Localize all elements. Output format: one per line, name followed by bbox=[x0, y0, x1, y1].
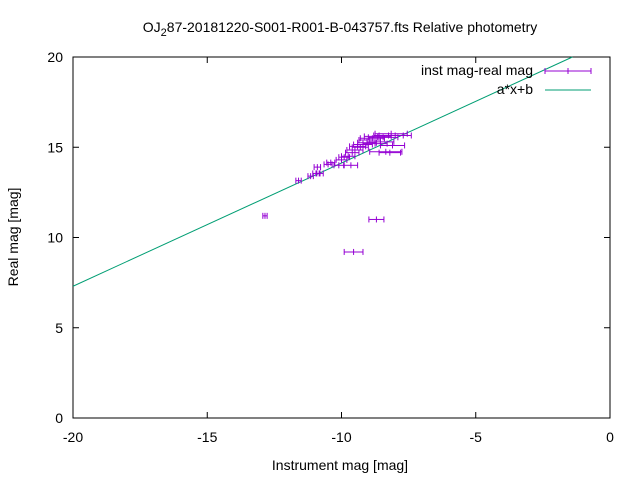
data-point bbox=[378, 149, 402, 156]
y-tick-label: 0 bbox=[55, 410, 63, 426]
data-point bbox=[295, 177, 302, 184]
data-point bbox=[313, 164, 322, 171]
x-axis-label: Instrument mag [mag] bbox=[272, 457, 408, 473]
x-tick-label: -15 bbox=[197, 429, 217, 445]
data-point bbox=[316, 170, 324, 177]
y-axis-label: Real mag [mag] bbox=[5, 188, 21, 287]
y-tick-label: 5 bbox=[55, 320, 63, 336]
fit-line bbox=[72, 56, 573, 287]
x-tick-label: -20 bbox=[63, 429, 83, 445]
chart-title: OJ287-20181220-S001-R001-B-043757.fts Re… bbox=[143, 19, 537, 39]
data-point bbox=[368, 216, 385, 223]
data-point bbox=[338, 154, 351, 161]
legend-sample-points bbox=[544, 68, 592, 74]
chart-title-suffix: 87-20181220-S001-R001-B-043757.fts Relat… bbox=[167, 19, 537, 35]
chart-title-prefix: OJ bbox=[143, 19, 161, 35]
chart-title-subscript: 2 bbox=[161, 27, 167, 39]
data-point bbox=[343, 162, 359, 169]
data-point bbox=[378, 132, 412, 139]
legend-label-fit: a*x+b bbox=[497, 81, 533, 97]
data-point bbox=[262, 212, 268, 219]
y-tick-label: 15 bbox=[47, 139, 63, 155]
y-axis: 0 5 10 15 20 bbox=[47, 49, 610, 426]
data-point bbox=[341, 153, 356, 160]
y-tick-label: 10 bbox=[47, 230, 63, 246]
x-tick-label: 0 bbox=[606, 429, 614, 445]
y-tick-label: 20 bbox=[47, 49, 63, 65]
legend-label-points: inst mag-real mag bbox=[421, 62, 533, 78]
data-points-series bbox=[262, 130, 412, 255]
data-point bbox=[351, 144, 369, 151]
data-point bbox=[345, 149, 360, 156]
data-point bbox=[379, 142, 406, 149]
legend-point-glyph bbox=[544, 68, 592, 74]
data-point bbox=[333, 162, 345, 169]
data-point bbox=[369, 148, 403, 155]
legend: inst mag-real mag a*x+b bbox=[421, 62, 592, 97]
data-point bbox=[326, 159, 336, 166]
x-axis: -20 -15 -10 -5 0 bbox=[63, 57, 614, 445]
fit-line-series bbox=[72, 56, 573, 287]
x-tick-label: -10 bbox=[331, 429, 351, 445]
data-point bbox=[343, 248, 364, 255]
plot-frame bbox=[72, 56, 611, 419]
x-tick-label: -5 bbox=[470, 429, 483, 445]
data-point bbox=[312, 170, 320, 177]
